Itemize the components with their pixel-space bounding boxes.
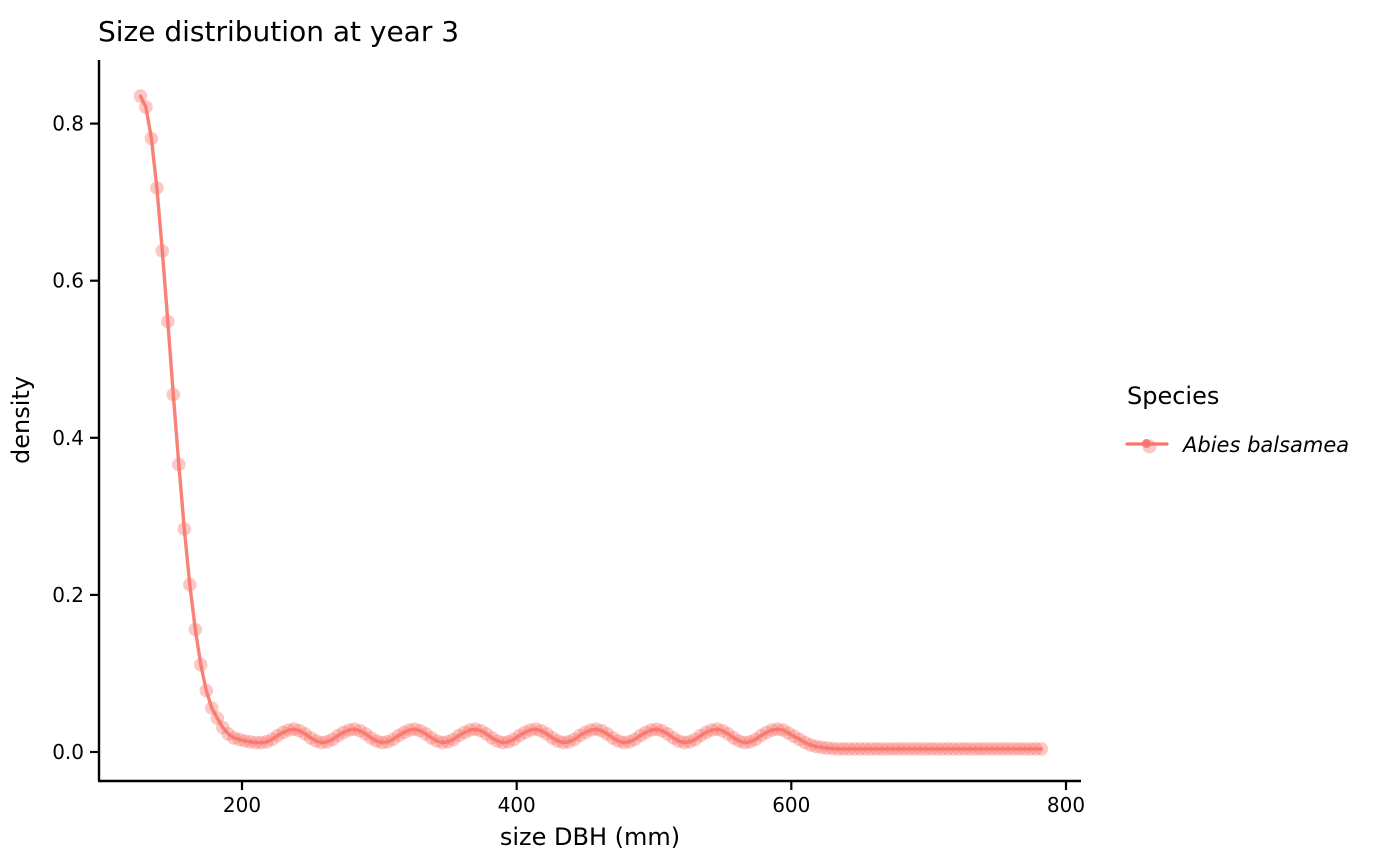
chart-title: Size distribution at year 3 xyxy=(98,15,459,48)
x-tick-label: 200 xyxy=(223,793,261,817)
y-tick-label: 0.6 xyxy=(52,269,84,293)
x-tick-label: 600 xyxy=(772,793,810,817)
series-abies-balsamea xyxy=(133,89,1049,756)
y-tick-label: 0.8 xyxy=(52,112,84,136)
x-axis-tick-labels: 200 400 600 800 xyxy=(223,793,1085,817)
y-axis-ticks xyxy=(90,122,99,754)
legend-title: Species xyxy=(1127,382,1219,410)
legend: Species Abies balsamea xyxy=(1125,382,1349,457)
density-curve xyxy=(138,94,1044,751)
y-axis-tick-labels: 0.0 0.2 0.4 0.6 0.8 xyxy=(52,112,84,764)
legend-key xyxy=(1125,439,1169,454)
y-tick-label: 0.4 xyxy=(52,426,84,450)
x-axis: 200 400 600 800 size DBH (mm) xyxy=(98,779,1085,851)
x-axis-title: size DBH (mm) xyxy=(500,823,680,851)
y-axis: 0.0 0.2 0.4 0.6 0.8 density xyxy=(7,60,101,781)
y-tick-label: 0.0 xyxy=(52,740,84,764)
x-tick-label: 800 xyxy=(1047,793,1085,817)
x-tick-label: 400 xyxy=(498,793,536,817)
legend-key-point-icon xyxy=(1142,439,1151,448)
x-axis-ticks xyxy=(240,781,1068,790)
y-axis-title: density xyxy=(7,376,35,464)
legend-series-label: Abies balsamea xyxy=(1181,433,1349,457)
y-tick-label: 0.2 xyxy=(52,583,84,607)
